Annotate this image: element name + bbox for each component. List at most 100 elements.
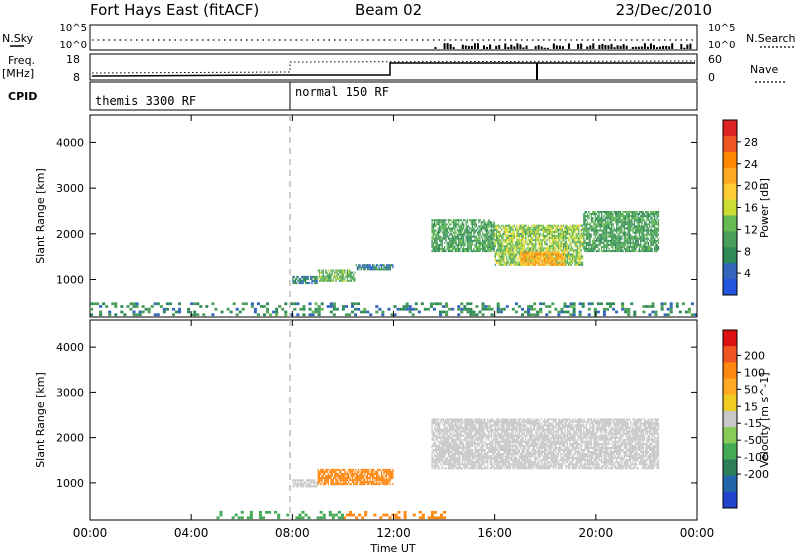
data-cell	[436, 221, 438, 224]
data-cell	[484, 245, 486, 248]
data-cell	[627, 310, 631, 314]
data-cell	[311, 277, 313, 280]
data-cell	[347, 474, 350, 478]
data-cell	[584, 227, 586, 230]
data-cell	[533, 302, 537, 306]
data-cell	[605, 227, 608, 230]
data-cell	[538, 257, 541, 260]
data-cell	[535, 259, 537, 262]
nsearch-bar	[534, 46, 537, 49]
data-cell	[449, 432, 451, 435]
data-cell	[495, 232, 498, 235]
data-cell	[623, 227, 625, 230]
data-cell	[459, 233, 461, 236]
data-cell	[456, 233, 459, 236]
data-cell	[535, 243, 537, 246]
data-cell	[541, 234, 543, 238]
data-cell	[633, 217, 636, 220]
data-cell	[574, 241, 576, 244]
data-cell	[578, 257, 580, 260]
data-cell	[494, 263, 496, 266]
data-cell	[464, 436, 466, 439]
data-cell	[329, 305, 333, 308]
data-cell	[437, 455, 440, 458]
data-cell	[531, 249, 533, 252]
data-cell	[538, 226, 541, 229]
data-cell	[511, 241, 513, 244]
data-cell	[390, 474, 393, 478]
data-cell	[374, 268, 376, 271]
data-cell	[445, 444, 447, 447]
data-cell	[474, 237, 476, 240]
data-cell	[547, 228, 550, 231]
data-cell	[598, 237, 600, 240]
data-cell	[643, 225, 646, 228]
data-cell	[469, 243, 471, 246]
data-cell	[540, 224, 542, 227]
data-cell	[533, 253, 536, 256]
data-cell	[669, 310, 673, 314]
data-cell	[471, 426, 474, 429]
data-cell	[351, 479, 354, 482]
data-cell	[432, 448, 435, 451]
data-cell	[445, 302, 449, 306]
data-cell	[481, 305, 485, 308]
nsearch-bar	[537, 45, 540, 49]
data-cell	[618, 247, 620, 251]
data-cell	[628, 237, 631, 240]
data-cell	[562, 261, 565, 264]
data-cell	[445, 219, 447, 222]
data-cell	[379, 477, 381, 480]
data-cell	[463, 420, 465, 423]
data-cell	[599, 219, 601, 222]
data-cell	[522, 228, 524, 231]
data-cell	[378, 474, 380, 478]
data-cell	[464, 420, 466, 423]
data-cell	[342, 277, 345, 280]
data-cell	[551, 263, 553, 266]
data-cell	[590, 235, 593, 238]
data-cell	[470, 233, 472, 236]
data-cell	[611, 233, 613, 236]
data-cell	[557, 228, 560, 231]
data-cell	[454, 424, 456, 427]
data-cell	[507, 232, 509, 235]
data-cell	[365, 474, 367, 478]
data-cell	[441, 444, 443, 447]
data-cell	[532, 263, 534, 266]
data-cell	[640, 241, 642, 244]
data-cell	[480, 444, 483, 447]
data-cell	[379, 268, 381, 271]
data-cell	[611, 210, 613, 214]
data-cell	[614, 221, 617, 224]
data-cell	[555, 228, 557, 231]
data-cell	[576, 245, 579, 248]
data-cell	[651, 243, 653, 246]
data-cell	[346, 483, 349, 486]
data-cell	[471, 428, 474, 431]
data-cell	[341, 277, 343, 280]
data-cell	[374, 479, 376, 482]
data-cell	[566, 228, 569, 231]
data-cell	[566, 232, 569, 235]
data-cell	[576, 251, 579, 254]
data-cell	[431, 422, 433, 425]
data-cell	[505, 305, 509, 308]
data-cell	[593, 210, 595, 214]
data-cell	[599, 223, 601, 226]
data-cell	[318, 273, 321, 276]
data-cell	[604, 239, 606, 242]
data-cell	[555, 261, 557, 264]
data-cell	[431, 467, 433, 470]
data-cell	[449, 243, 451, 246]
data-cell	[478, 438, 480, 441]
data-cell	[646, 237, 648, 240]
data-cell	[471, 235, 474, 238]
data-cell	[459, 465, 461, 468]
data-cell	[302, 277, 304, 280]
data-cell	[439, 455, 441, 458]
data-cell	[431, 231, 433, 234]
data-cell	[464, 424, 466, 427]
data-cell	[478, 434, 480, 437]
data-cell	[613, 235, 615, 238]
